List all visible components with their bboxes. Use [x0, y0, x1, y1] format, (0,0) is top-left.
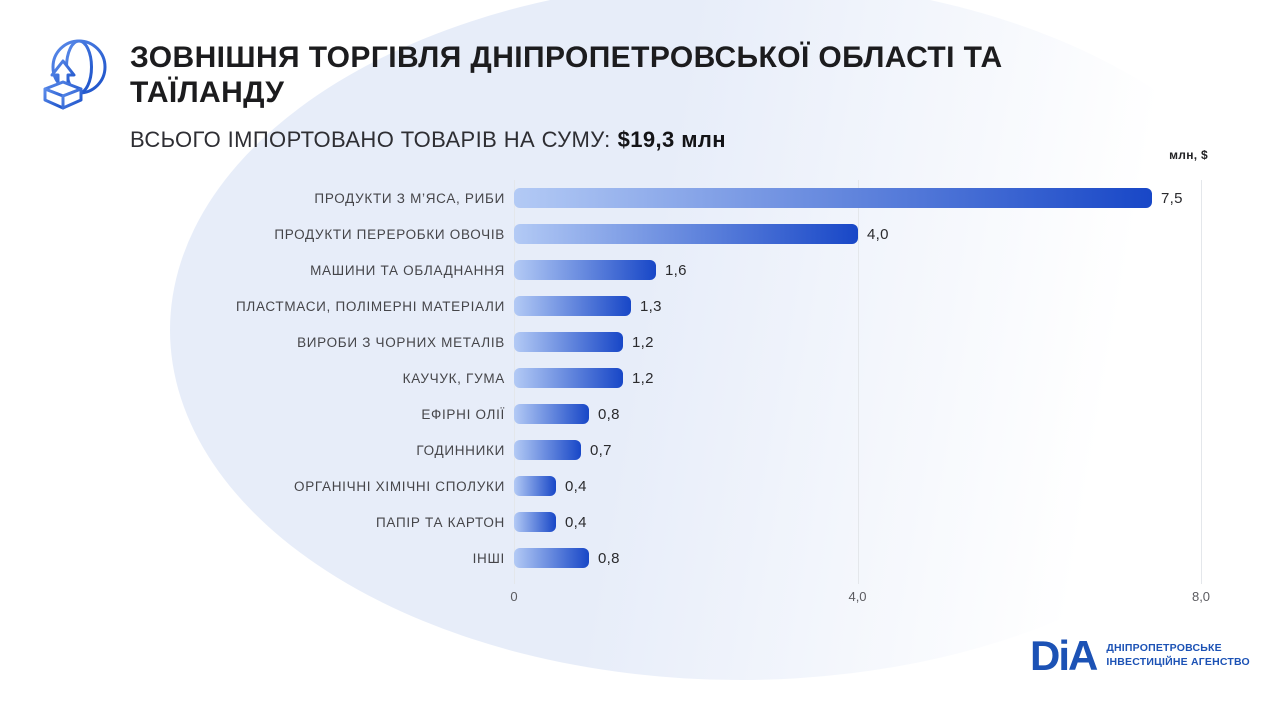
bar	[514, 440, 581, 460]
bar-row: ЕФІРНІ ОЛІЇ 0,8	[139, 396, 1249, 432]
dia-logo-line1: ДНІПРОПЕТРОВСЬКЕ	[1106, 642, 1222, 655]
bar-value-label: 0,7	[590, 441, 612, 459]
bar	[514, 548, 589, 568]
bar-row-label: ОРГАНІЧНІ ХІМІЧНІ СПОЛУКИ	[294, 478, 505, 494]
bar	[514, 224, 858, 244]
bar-row: ГОДИННИКИ 0,7	[139, 432, 1249, 468]
dia-logo-line2: ІНВЕСТИЦІЙНЕ АГЕНСТВО	[1106, 656, 1250, 668]
bar	[514, 332, 623, 352]
bar-row-label: ГОДИННИКИ	[416, 442, 505, 458]
bar	[514, 368, 623, 388]
bar-row: МАШИНИ ТА ОБЛАДНАННЯ 1,6	[139, 252, 1249, 288]
bar	[514, 512, 556, 532]
bar-row: ПЛАСТМАСИ, ПОЛІМЕРНІ МАТЕРІАЛИ 1,3	[139, 288, 1249, 324]
gridline	[857, 180, 859, 584]
x-tick-label: 8,0	[1191, 589, 1211, 604]
bar-row-label: ПЛАСТМАСИ, ПОЛІМЕРНІ МАТЕРІАЛИ	[236, 298, 505, 314]
bar	[514, 476, 556, 496]
gridline	[1201, 180, 1202, 584]
bar-row-label: ЕФІРНІ ОЛІЇ	[421, 406, 505, 422]
bar-value-label: 1,3	[640, 297, 662, 315]
bar-value-label: 1,6	[665, 261, 687, 279]
bar-row-label: ПАПІР ТА КАРТОН	[376, 514, 505, 530]
bar-value-label: 0,8	[598, 405, 620, 423]
bar-row: ПАПІР ТА КАРТОН 0,4	[139, 504, 1249, 540]
page-title: ЗОВНІШНЯ ТОРГІВЛЯ ДНІПРОПЕТРОВСЬКОЇ ОБЛА…	[130, 41, 1003, 110]
bar-rows: ПРОДУКТИ З М’ЯСА, РИБИ 7,5 ПРОДУКТИ ПЕРЕ…	[139, 180, 1249, 576]
axis-unit-label: млн, $	[1169, 148, 1208, 162]
bar-value-label: 0,4	[565, 477, 587, 495]
x-axis-ticks: 0 4,0 8,0	[139, 586, 1249, 610]
x-tick-label: 4,0	[848, 589, 867, 604]
bar-row: КАУЧУК, ГУМА 1,2	[139, 360, 1249, 396]
bar-row: ІНШІ 0,8	[139, 540, 1249, 576]
x-tick-label: 0	[510, 589, 518, 604]
bar-row: ОРГАНІЧНІ ХІМІЧНІ СПОЛУКИ 0,4	[139, 468, 1249, 504]
bar-row-label: ПРОДУКТИ З М’ЯСА, РИБИ	[314, 190, 505, 206]
background-blob	[170, 0, 1280, 680]
subtitle-amount: $19,3 млн	[617, 127, 726, 152]
bar-chart: ПРОДУКТИ З М’ЯСА, РИБИ 7,5 ПРОДУКТИ ПЕРЕ…	[139, 180, 1249, 620]
subtitle-prefix: ВСЬОГО ІМПОРТОВАНО ТОВАРІВ НА СУМУ:	[130, 127, 611, 152]
bar	[514, 260, 656, 280]
bar-row: ВИРОБИ З ЧОРНИХ МЕТАЛІВ 1,2	[139, 324, 1249, 360]
chart-subtitle: ВСЬОГО ІМПОРТОВАНО ТОВАРІВ НА СУМУ: $19,3…	[130, 127, 726, 153]
dia-logo-acronym: DiA	[1030, 632, 1098, 679]
bar-row-label: ІНШІ	[472, 550, 505, 566]
bar-row: ПРОДУКТИ З М’ЯСА, РИБИ 7,5	[139, 180, 1249, 216]
bar-value-label: 0,8	[598, 549, 620, 567]
bar-value-label: 0,4	[565, 513, 587, 531]
bar-value-label: 7,5	[1161, 189, 1183, 207]
bar-value-label: 4,0	[867, 225, 889, 243]
import-export-globe-icon	[43, 39, 107, 110]
bar-row-label: ВИРОБИ З ЧОРНИХ МЕТАЛІВ	[297, 334, 505, 350]
bar-value-label: 1,2	[632, 369, 654, 387]
bar	[514, 296, 631, 316]
bar-row-label: МАШИНИ ТА ОБЛАДНАННЯ	[310, 262, 505, 278]
bar-row-label: КАУЧУК, ГУМА	[402, 370, 505, 386]
bar-row: ПРОДУКТИ ПЕРЕРОБКИ ОВОЧІВ 4,0	[139, 216, 1249, 252]
bar	[514, 188, 1152, 208]
bar-row-label: ПРОДУКТИ ПЕРЕРОБКИ ОВОЧІВ	[274, 226, 505, 242]
bar	[514, 404, 589, 424]
dia-agency-logo: DiA ДНІПРОПЕТРОВСЬКЕ ІНВЕСТИЦІЙНЕ АГЕНСТ…	[1030, 632, 1250, 679]
dia-logo-text: ДНІПРОПЕТРОВСЬКЕ ІНВЕСТИЦІЙНЕ АГЕНСТВО	[1106, 642, 1250, 669]
bar-value-label: 1,2	[632, 333, 654, 351]
